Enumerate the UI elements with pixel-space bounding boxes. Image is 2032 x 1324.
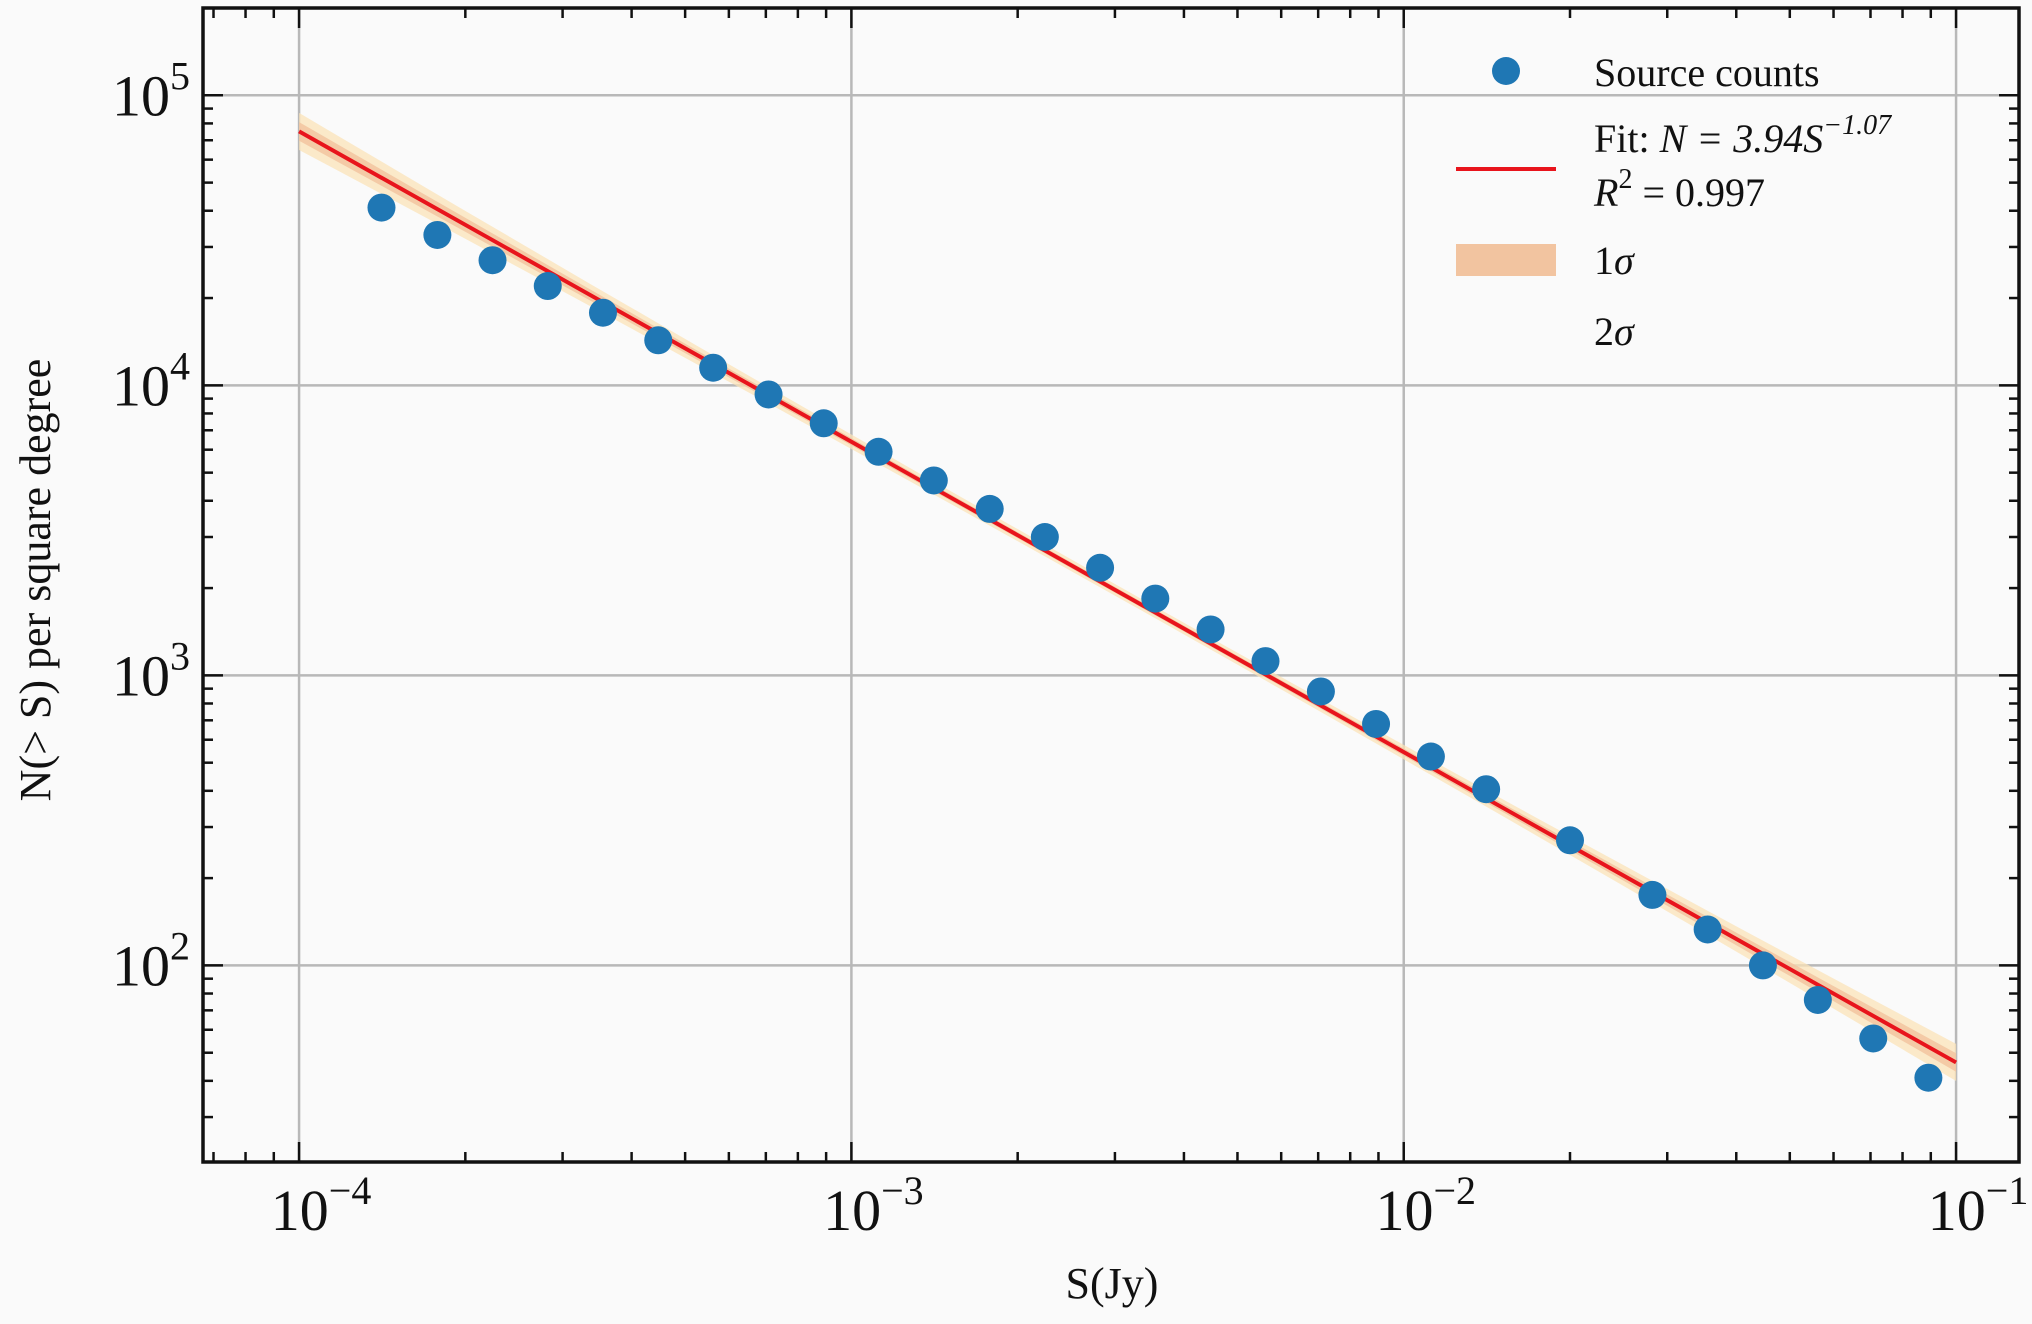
data-point-0 [367,193,396,222]
data-point-26 [1859,1024,1888,1053]
axes-frame [201,6,2021,1164]
r2-symbol: R [1593,170,1618,215]
legend: Source counts Fit: N = 3.94S−1.07 R2 = 0… [1456,50,1892,354]
data-point-5 [644,326,673,355]
data-point-4 [588,298,617,327]
y-tick-label-3-exponent: 5 [170,53,190,98]
data-points [367,193,1943,1092]
y-axis-label: N(> S) per square degree [11,359,60,802]
x-tick-label-2-base: 10 [1375,1178,1433,1243]
sigma2-number: 2 [1594,309,1614,354]
data-point-11 [975,494,1004,523]
y-tick-label-1-exponent: 3 [170,633,190,678]
data-point-24 [1748,951,1777,980]
r2-superscript: 2 [1618,164,1632,195]
fit-label-exponent: −1.07 [1823,110,1892,141]
data-point-27 [1914,1063,1943,1092]
sigma1-number: 1 [1594,238,1614,283]
data-point-13 [1086,553,1115,582]
legend-label-2sigma: 2σ [1594,309,1635,354]
x-tick-label-0-base: 10 [271,1178,329,1243]
data-point-6 [699,353,728,382]
data-point-19 [1416,742,1445,771]
data-point-3 [533,272,562,301]
data-point-21 [1556,826,1585,855]
data-point-15 [1196,615,1225,644]
data-point-9 [864,437,893,466]
data-point-23 [1693,915,1722,944]
y-tick-label-0: 102 [112,923,190,998]
x-tick-label-3: 10−1 [1928,1168,2029,1243]
grid-lines [203,8,2019,1162]
legend-marker-source-counts [1492,57,1520,85]
y-tick-label-3: 105 [112,53,190,128]
y-tick-label-2-base: 10 [112,353,170,418]
y-tick-label-3-base: 10 [112,63,170,128]
x-tick-label-3-exponent: −1 [1986,1168,2029,1213]
x-tick-label-1-exponent: −3 [881,1168,924,1213]
data-point-25 [1803,985,1832,1014]
legend-label-source-counts: Source counts [1594,50,1820,95]
r2-value: = 0.997 [1632,170,1765,215]
fit-line [298,129,1958,1065]
data-point-8 [809,409,838,438]
axis-ticks [203,6,2019,1162]
data-point-2 [478,246,507,275]
legend-label-fit: Fit: N = 3.94S−1.07 [1594,110,1892,161]
data-point-18 [1362,709,1391,738]
x-tick-label-2-exponent: −2 [1433,1168,1476,1213]
legend-swatch-1sigma [1456,244,1556,276]
data-point-14 [1141,584,1170,613]
sigma2-symbol: σ [1614,309,1635,354]
data-point-7 [754,380,783,409]
sigma1-symbol: σ [1614,238,1635,283]
x-tick-label-2: 10−2 [1375,1168,1476,1243]
data-point-17 [1306,677,1335,706]
data-point-10 [919,466,948,495]
data-point-20 [1472,775,1501,804]
plot-frame [201,6,2021,1164]
data-point-22 [1638,880,1667,909]
fit-line-group [298,129,1958,1065]
data-point-1 [423,220,452,249]
x-axis-label: S(Jy) [1066,1259,1159,1308]
y-tick-label-0-exponent: 2 [170,923,190,968]
fit-label-prefix: Fit: [1594,116,1660,161]
fit-label-math: N = 3.94S [1659,116,1824,161]
x-tick-label-1: 10−3 [823,1168,924,1243]
data-point-16 [1251,647,1280,676]
x-tick-label-0-exponent: −4 [329,1168,372,1213]
y-tick-label-0-base: 10 [112,933,170,998]
x-tick-label-3-base: 10 [1928,1178,1986,1243]
data-point-12 [1030,522,1059,551]
y-tick-label-1-base: 10 [112,643,170,708]
legend-label-r2: R2 = 0.997 [1593,164,1765,215]
y-tick-label-2: 104 [112,343,190,418]
x-tick-label-0: 10−4 [271,1168,372,1243]
legend-label-1sigma: 1σ [1594,238,1635,283]
y-tick-label-2-exponent: 4 [170,343,190,388]
x-tick-label-1-base: 10 [823,1178,881,1243]
y-tick-label-1: 103 [112,633,190,708]
